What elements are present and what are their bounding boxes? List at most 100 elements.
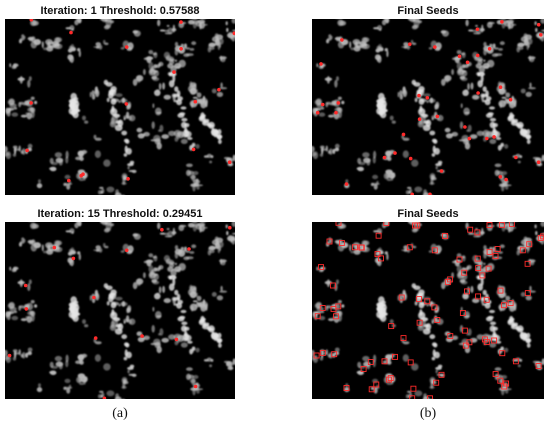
seed-dot bbox=[320, 102, 325, 107]
cell-blob bbox=[336, 76, 339, 81]
cell-blob bbox=[175, 269, 181, 273]
cell-blob bbox=[156, 89, 160, 93]
cell-blob bbox=[5, 152, 10, 157]
seed-box bbox=[442, 233, 449, 239]
seed-box bbox=[427, 395, 433, 399]
cell-blob bbox=[63, 182, 67, 187]
cell-blob bbox=[178, 224, 185, 232]
cell-blob bbox=[68, 248, 73, 254]
cell-blob bbox=[428, 250, 433, 253]
cell-blob bbox=[69, 258, 74, 267]
cell-blob bbox=[97, 394, 102, 399]
cell-blob bbox=[158, 286, 162, 294]
cell-blob bbox=[26, 315, 33, 323]
cell-blob bbox=[12, 145, 18, 149]
seed-box bbox=[498, 222, 505, 228]
cell-blob bbox=[110, 311, 118, 320]
seed-box bbox=[483, 339, 490, 346]
cell-blob bbox=[99, 186, 104, 189]
cell-blob bbox=[151, 269, 155, 276]
cell-blob bbox=[12, 349, 18, 353]
cell-blob bbox=[337, 96, 342, 101]
cell-blob bbox=[407, 186, 412, 189]
cell-blob bbox=[20, 318, 27, 322]
cell-blob bbox=[464, 346, 471, 354]
panel-title-iteration-1: Iteration: 1 Threshold: 0.57588 bbox=[40, 5, 200, 17]
seed-dot bbox=[102, 396, 107, 399]
cell-blob bbox=[484, 65, 489, 69]
seed-dot bbox=[160, 227, 164, 232]
cell-blob bbox=[113, 113, 121, 118]
cell-blob bbox=[535, 231, 538, 236]
cell-blob bbox=[75, 156, 82, 161]
cell-blob bbox=[483, 252, 487, 259]
cell-blob bbox=[405, 190, 410, 195]
seed-box bbox=[392, 353, 398, 360]
cell-blob bbox=[180, 138, 188, 144]
cell-image bbox=[312, 222, 544, 399]
cell-blob bbox=[145, 259, 154, 264]
cell-blob bbox=[518, 249, 524, 254]
cell-blob bbox=[376, 180, 379, 185]
seed-dot bbox=[401, 132, 406, 137]
cell-blob bbox=[208, 45, 211, 48]
cell-blob bbox=[525, 295, 532, 301]
cell-blob bbox=[312, 152, 317, 157]
cell-blob bbox=[486, 21, 493, 29]
cell-blob bbox=[127, 369, 130, 374]
cell-blob bbox=[383, 172, 390, 180]
seed-box bbox=[373, 381, 380, 388]
seed-dot bbox=[228, 225, 232, 230]
cell-blob bbox=[121, 130, 128, 136]
cell-blob bbox=[441, 78, 446, 86]
cell-blob bbox=[412, 19, 416, 22]
cell-blob bbox=[168, 283, 175, 291]
cell-blob bbox=[119, 98, 128, 103]
cell-blob bbox=[435, 366, 442, 370]
cell-blob bbox=[176, 99, 183, 106]
cell-image bbox=[5, 222, 235, 399]
seed-box bbox=[378, 255, 384, 262]
cell-blob bbox=[324, 77, 333, 81]
seed-dot bbox=[344, 182, 349, 186]
seed-box bbox=[385, 376, 392, 383]
cell-blob bbox=[109, 324, 117, 331]
seed-box bbox=[318, 264, 324, 271]
seed-box bbox=[519, 247, 526, 254]
seed-dot bbox=[514, 155, 518, 160]
cell-blob bbox=[95, 245, 101, 250]
cell-blob bbox=[337, 222, 344, 230]
cell-blob bbox=[456, 253, 462, 258]
seed-box bbox=[464, 288, 470, 295]
cell-blob bbox=[464, 89, 468, 93]
cell-blob bbox=[316, 266, 319, 271]
cell-blob bbox=[520, 36, 529, 43]
cell-blob bbox=[68, 311, 74, 318]
cell-blob bbox=[72, 314, 79, 322]
cell-blob bbox=[526, 139, 531, 145]
cell-blob bbox=[148, 253, 154, 258]
cell-blob bbox=[68, 107, 74, 115]
cell-blob bbox=[183, 256, 190, 261]
cell-blob bbox=[184, 326, 190, 331]
cell-blob bbox=[353, 249, 361, 255]
cell-clusters bbox=[5, 222, 235, 399]
cell-blob bbox=[11, 112, 19, 117]
seed-dot bbox=[467, 136, 472, 141]
cell-blob bbox=[412, 245, 417, 249]
cell-blob bbox=[8, 301, 15, 309]
cell-blob bbox=[36, 387, 43, 393]
cell-blob bbox=[192, 96, 198, 99]
cell-blob bbox=[214, 332, 219, 341]
cell-blob bbox=[341, 304, 345, 308]
seed-box bbox=[494, 246, 501, 252]
seed-box bbox=[447, 333, 454, 340]
seed-box bbox=[492, 253, 499, 260]
seed-box bbox=[486, 248, 493, 255]
cell-blob bbox=[30, 96, 35, 101]
cell-blob bbox=[18, 145, 21, 152]
cell-blob bbox=[168, 130, 176, 137]
cell-blob bbox=[143, 131, 150, 137]
cell-blob bbox=[352, 39, 361, 45]
cell-blob bbox=[195, 178, 199, 183]
